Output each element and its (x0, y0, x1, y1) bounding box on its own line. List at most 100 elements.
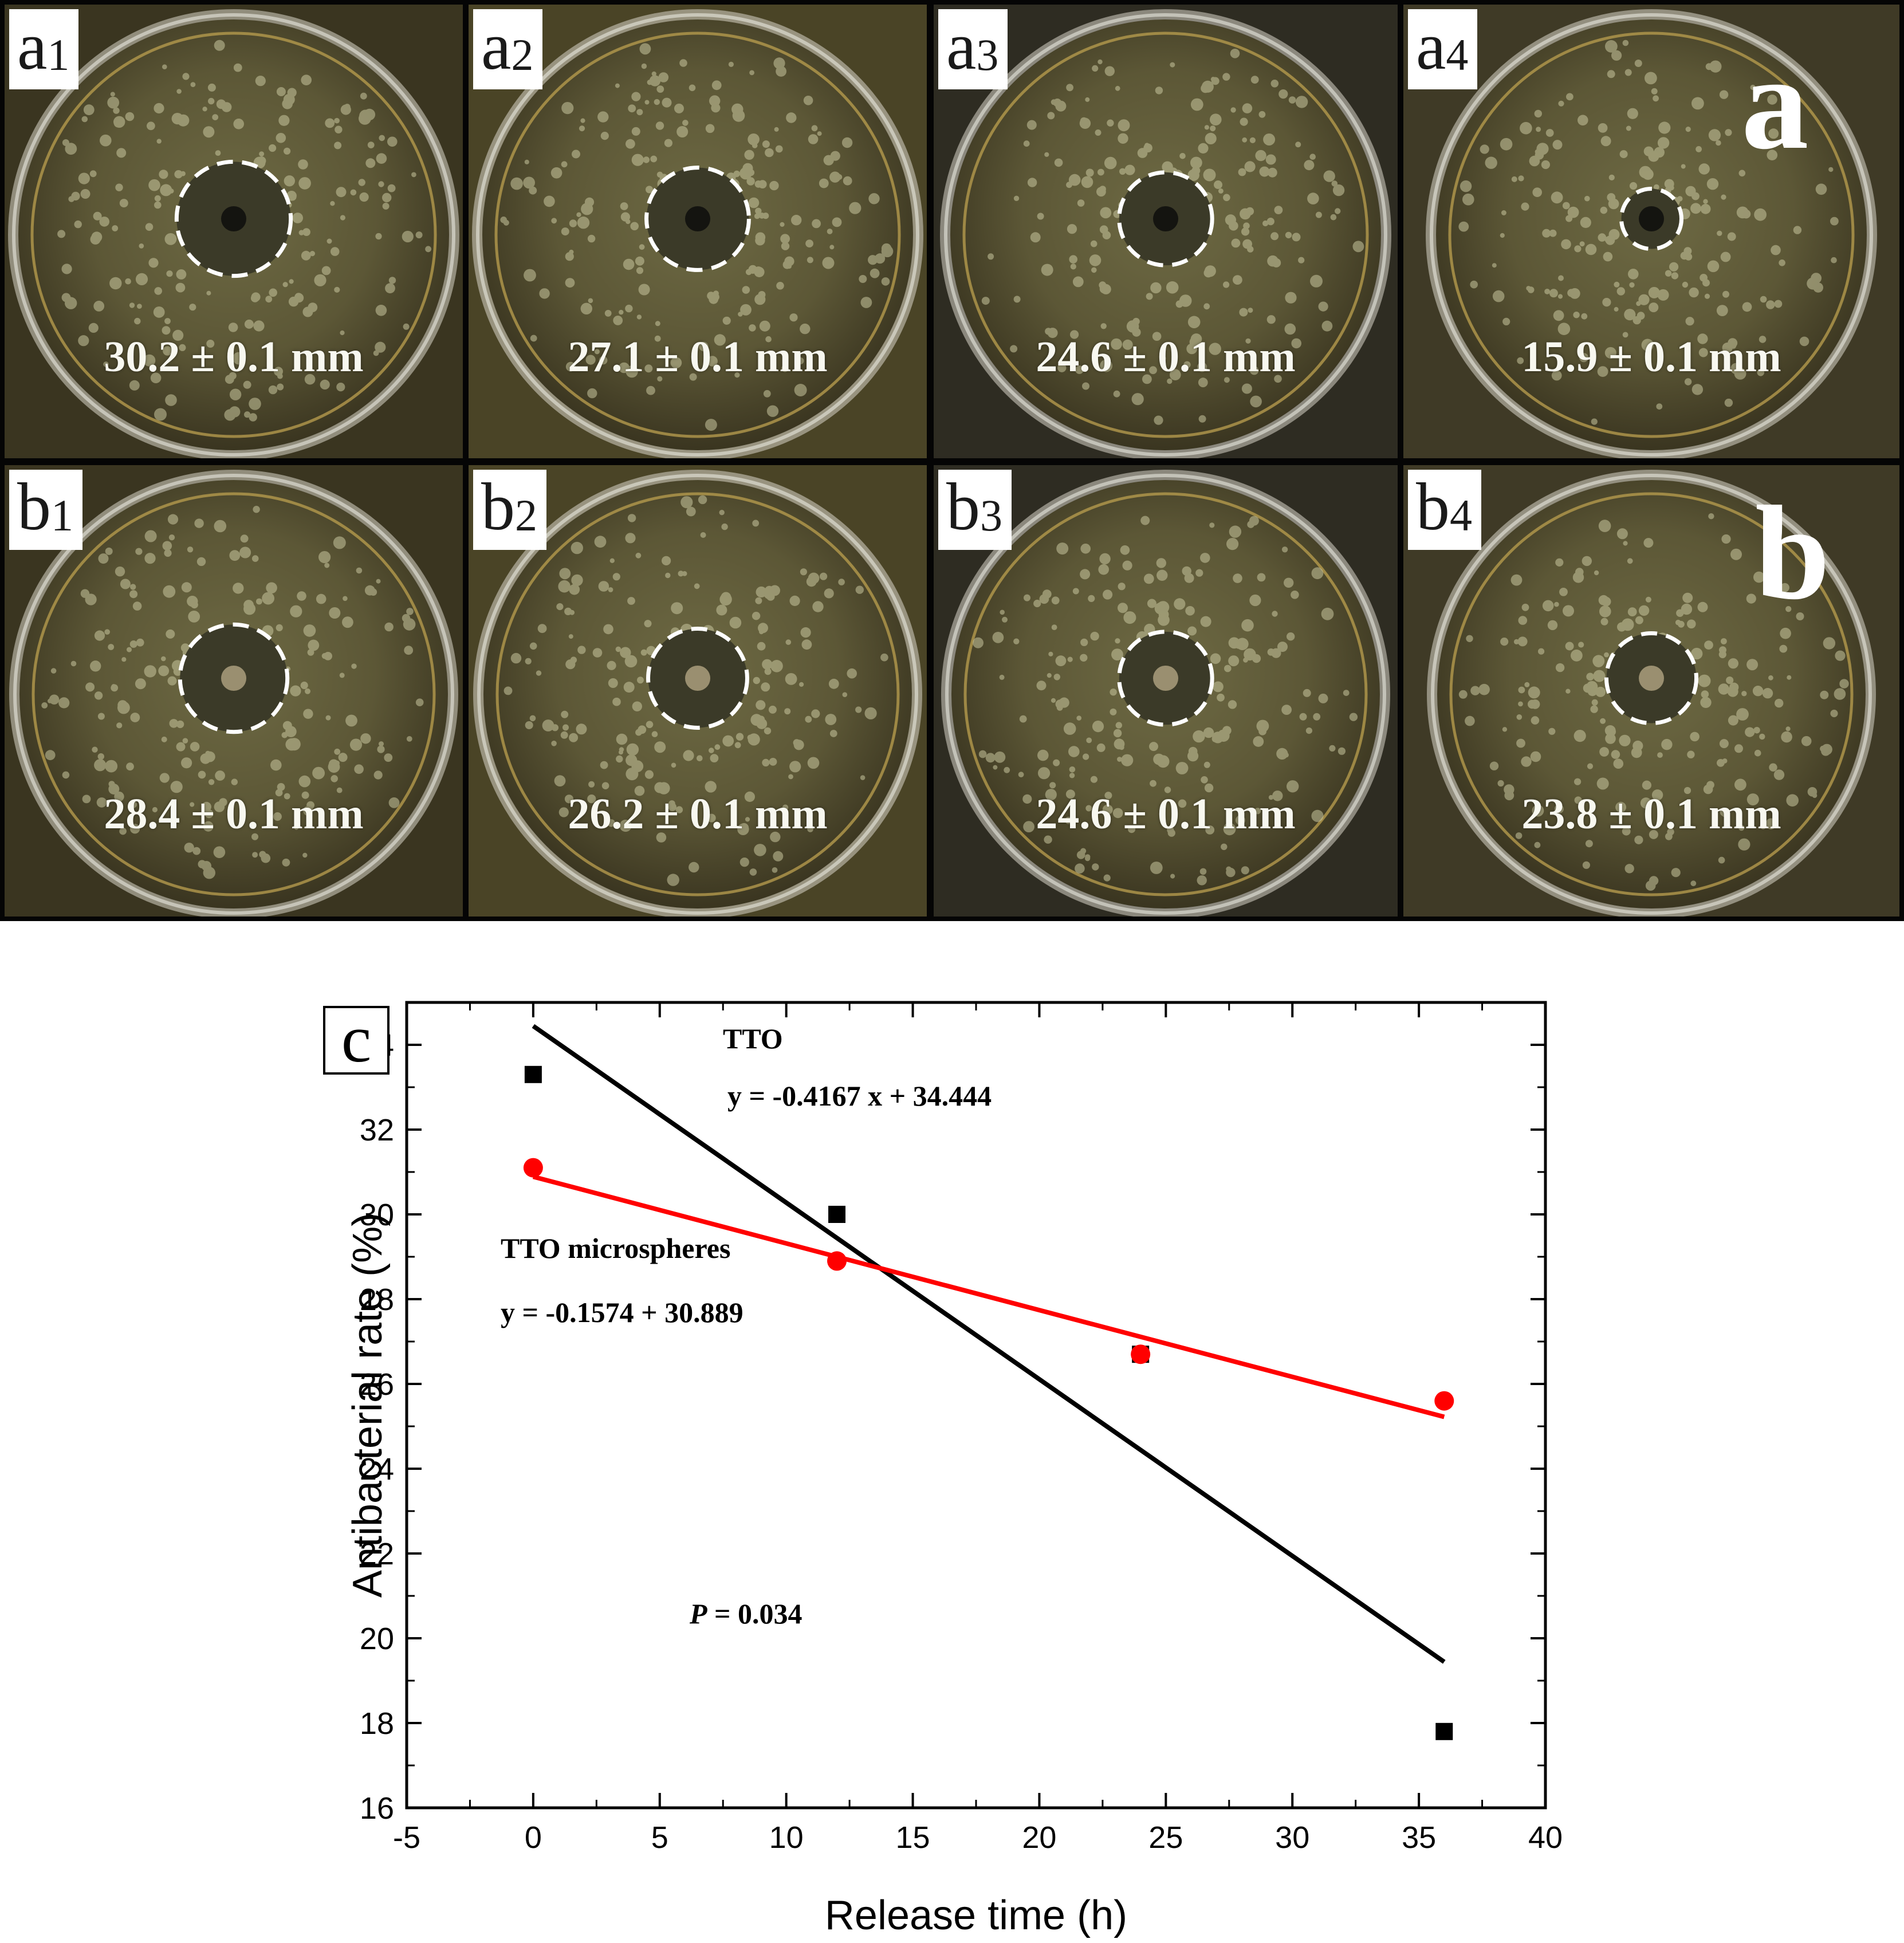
data-point-tto-microspheres (827, 1251, 847, 1271)
x-tick-label: 25 (1148, 1820, 1183, 1855)
y-axis-title: Antibacterial rate (%) (345, 1213, 391, 1598)
x-tick-label: 35 (1402, 1820, 1436, 1855)
plot-frame (405, 1001, 1547, 1810)
x-tick-label: -5 (393, 1820, 420, 1855)
x-tick-label: 30 (1275, 1820, 1309, 1855)
equation-tto: y = -0.4167 x + 34.444 (727, 1080, 992, 1112)
data-points (523, 1065, 1454, 1740)
x-tick-label: 5 (651, 1820, 668, 1855)
panel-label: b4 (1408, 470, 1481, 550)
panel-label-c: c (341, 1001, 371, 1076)
fit-lines (532, 1024, 1446, 1664)
sample-well (685, 666, 710, 691)
x-tick-label: 15 (896, 1820, 930, 1855)
p-value: = 0.034 (707, 1598, 802, 1630)
plate-photo-grid: a1 30.2 ± 0.1 mm a2 27.1 ± 0.1 mm a3 24.6 ± 0… (0, 0, 1904, 921)
row-label-b: b (1755, 478, 1830, 627)
sample-well (1153, 206, 1178, 231)
panel-label-letter: a (1416, 9, 1446, 84)
p-symbol: P (689, 1598, 707, 1630)
panel-label-number: 2 (511, 30, 534, 80)
plate-panel-a3: a3 24.6 ± 0.1 mm (934, 5, 1398, 458)
petri-dish-image (1403, 5, 1899, 458)
petri-dish-image (934, 5, 1398, 458)
plate-panel-a1: a1 30.2 ± 0.1 mm (5, 5, 463, 458)
sample-well (1639, 206, 1664, 231)
petri-dish-image (5, 5, 463, 458)
petri-dish-image (1403, 465, 1899, 917)
x-tick-label: 0 (525, 1820, 542, 1855)
plate-panel-b4: b4 23.8 ± 0.1 mm (1403, 465, 1899, 917)
inhibition-zone-measurement: 28.4 ± 0.1 mm (104, 790, 364, 838)
fit-line-tto-microspheres (532, 1174, 1445, 1419)
panel-label: b3 (938, 470, 1012, 550)
sample-well (221, 666, 246, 691)
panel-label-number: 4 (1446, 30, 1469, 80)
plate-panel-a2: a2 27.1 ± 0.1 mm (469, 5, 927, 458)
tick-labels: -5051015202530354016182022242628303234 (360, 1028, 1563, 1855)
antibacterial-rate-chart: -5051015202530354016182022242628303234 c… (0, 921, 1904, 1943)
inhibition-zone-measurement: 23.8 ± 0.1 mm (1521, 790, 1781, 838)
petri-dish-image (5, 465, 463, 917)
x-tick-label: 10 (769, 1820, 804, 1855)
data-point-tto-microspheres (523, 1158, 543, 1178)
sample-well (221, 206, 246, 231)
sample-well (1639, 666, 1664, 691)
series-label-tto-microspheres: TTO microspheres (501, 1232, 730, 1264)
y-tick-label: 32 (360, 1113, 394, 1147)
y-tick-label: 22 (360, 1537, 394, 1571)
y-tick-label: 30 (360, 1198, 394, 1232)
panel-label-number: 3 (980, 490, 1002, 540)
data-point-tto-microspheres (1131, 1344, 1151, 1364)
panel-label: a3 (938, 9, 1008, 89)
data-point-tto (828, 1206, 846, 1223)
panel-label-letter: a (481, 9, 512, 84)
petri-dish-image (469, 5, 927, 458)
data-point-tto (1435, 1722, 1453, 1740)
inhibition-zone-measurement: 26.2 ± 0.1 mm (568, 790, 828, 838)
sample-well (1153, 666, 1178, 691)
series-label-tto: TTO (723, 1022, 783, 1055)
data-point-tto-microspheres (1434, 1391, 1454, 1411)
fit-line-tto (532, 1024, 1446, 1664)
panel-label-number: 3 (976, 30, 999, 80)
panel-label-number: 4 (1450, 490, 1472, 540)
y-tick-label: 16 (360, 1791, 394, 1826)
panel-label: a1 (9, 9, 79, 89)
panel-label-letter: b (481, 469, 515, 544)
panel-label: b1 (9, 470, 82, 550)
panel-label-number: 1 (51, 490, 73, 540)
panel-label-box (323, 1006, 390, 1075)
plate-panel-b2: b2 26.2 ± 0.1 mm (469, 465, 927, 917)
inhibition-zone-measurement: 30.2 ± 0.1 mm (104, 333, 364, 381)
equation-tto-microspheres: y = -0.1574 + 30.889 (501, 1296, 743, 1328)
plate-panel-b1: b1 28.4 ± 0.1 mm (5, 465, 463, 917)
y-tick-label: 20 (360, 1622, 394, 1656)
inhibition-zone-measurement: 15.9 ± 0.1 mm (1521, 333, 1781, 381)
chart-svg: -5051015202530354016182022242628303234 c… (323, 1001, 1563, 1938)
row-label-a: a (1741, 28, 1809, 177)
panel-label-number: 1 (47, 30, 70, 80)
inhibition-zone-measurement: 24.6 ± 0.1 mm (1036, 333, 1296, 381)
data-point-tto (524, 1065, 542, 1083)
panel-label-number: 2 (515, 490, 537, 540)
y-tick-label: 26 (360, 1367, 394, 1402)
panel-label: a4 (1408, 9, 1478, 89)
plate-panel-a4: a4 15.9 ± 0.1 mm (1403, 5, 1899, 458)
panel-label-letter: b (946, 469, 980, 544)
axis-ticks (406, 1001, 1547, 1809)
sample-well (685, 206, 710, 231)
x-tick-label: 40 (1528, 1820, 1563, 1855)
panel-label-letter: a (946, 9, 977, 84)
panel-label-letter: b (1416, 469, 1450, 544)
y-tick-label: 24 (360, 1452, 394, 1486)
x-axis-title: Release time (h) (825, 1893, 1127, 1938)
inhibition-zone-measurement: 24.6 ± 0.1 mm (1036, 790, 1296, 838)
inhibition-zone-measurement: 27.1 ± 0.1 mm (568, 333, 828, 381)
petri-dish-image (469, 465, 927, 917)
panel-label: b2 (473, 470, 546, 550)
y-tick-label: 18 (360, 1706, 394, 1741)
plate-panel-b3: b3 24.6 ± 0.1 mm (934, 465, 1398, 917)
panel-label-letter: b (17, 469, 51, 544)
x-tick-label: 20 (1022, 1820, 1056, 1855)
